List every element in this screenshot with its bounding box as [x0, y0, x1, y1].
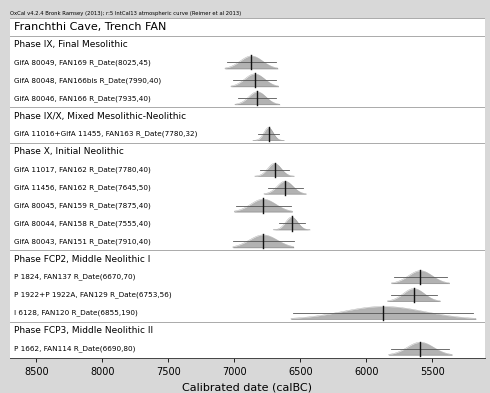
- Text: P 1922+P 1922A, FAN129 R_Date(6753,56): P 1922+P 1922A, FAN129 R_Date(6753,56): [14, 292, 171, 298]
- Text: GifA 80045, FAN159 R_Date(7875,40): GifA 80045, FAN159 R_Date(7875,40): [14, 202, 150, 209]
- Text: Phase IX/X, Mixed Mesolithic-Neolithic: Phase IX/X, Mixed Mesolithic-Neolithic: [14, 112, 186, 121]
- Bar: [10, 18, 485, 36]
- Text: P 1662, FAN114 R_Date(6690,80): P 1662, FAN114 R_Date(6690,80): [14, 345, 135, 352]
- Text: Phase X, Initial Neolithic: Phase X, Initial Neolithic: [14, 147, 123, 156]
- Text: GifA 11456, FAN162 R_Date(7645,50): GifA 11456, FAN162 R_Date(7645,50): [14, 184, 150, 191]
- Text: Phase IX, Final Mesolithic: Phase IX, Final Mesolithic: [14, 40, 127, 49]
- Text: Phase FCP3, Middle Neolithic II: Phase FCP3, Middle Neolithic II: [14, 326, 153, 335]
- Bar: [10, 143, 485, 250]
- Bar: [10, 250, 485, 322]
- Text: GifA 80048, FAN166bis R_Date(7990,40): GifA 80048, FAN166bis R_Date(7990,40): [14, 77, 161, 84]
- X-axis label: Calibrated date (calBC): Calibrated date (calBC): [182, 382, 313, 392]
- Text: GifA 80049, FAN169 R_Date(8025,45): GifA 80049, FAN169 R_Date(8025,45): [14, 59, 150, 66]
- Bar: [10, 36, 485, 107]
- Bar: [10, 322, 485, 358]
- Text: GifA 80043, FAN151 R_Date(7910,40): GifA 80043, FAN151 R_Date(7910,40): [14, 238, 150, 245]
- Text: Franchthi Cave, Trench FAN: Franchthi Cave, Trench FAN: [14, 22, 166, 31]
- Text: GifA 80044, FAN158 R_Date(7555,40): GifA 80044, FAN158 R_Date(7555,40): [14, 220, 150, 227]
- Text: I 6128, FAN120 R_Date(6855,190): I 6128, FAN120 R_Date(6855,190): [14, 310, 138, 316]
- Text: P 1824, FAN137 R_Date(6670,70): P 1824, FAN137 R_Date(6670,70): [14, 274, 135, 281]
- Text: Phase FCP2, Middle Neolithic I: Phase FCP2, Middle Neolithic I: [14, 255, 150, 264]
- Text: OxCal v4.2.4 Bronk Ramsey (2013); r:5 IntCal13 atmospheric curve (Reimer et al 2: OxCal v4.2.4 Bronk Ramsey (2013); r:5 In…: [10, 11, 241, 16]
- Text: GifA 11016+GifA 11455, FAN163 R_Date(7780,32): GifA 11016+GifA 11455, FAN163 R_Date(778…: [14, 130, 197, 138]
- Text: GifA 80046, FAN166 R_Date(7935,40): GifA 80046, FAN166 R_Date(7935,40): [14, 95, 150, 101]
- Text: GifA 11017, FAN162 R_Date(7780,40): GifA 11017, FAN162 R_Date(7780,40): [14, 166, 150, 173]
- Bar: [10, 107, 485, 143]
